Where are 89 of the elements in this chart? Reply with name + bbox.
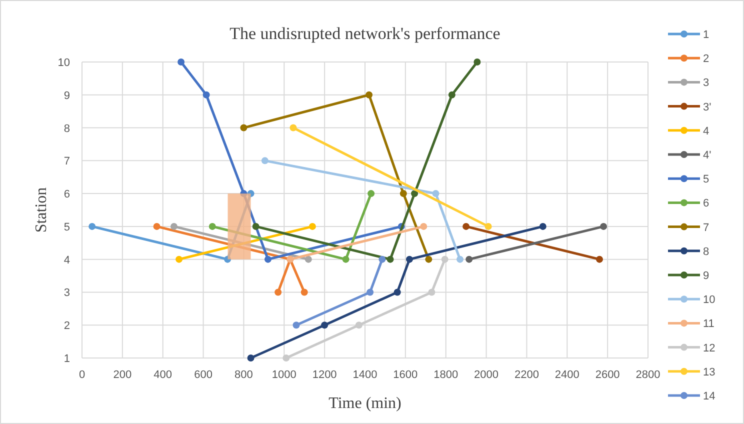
point [596,256,603,263]
point [406,256,413,263]
point [88,222,96,230]
legend-label: 14 [703,390,716,402]
point [300,288,308,296]
x-tick-label: 1600 [393,369,418,381]
point [448,91,456,98]
legend-label: 6 [703,198,710,210]
point [484,222,492,230]
y-tick-label: 10 [58,57,70,69]
point [290,124,297,132]
point [304,256,312,263]
legend-label: 5 [703,174,710,186]
legend-label: 13 [703,366,716,378]
point [539,222,546,230]
point [178,58,185,66]
legend-label: 8 [703,246,710,258]
point [176,256,183,263]
x-tick-label: 800 [234,369,253,381]
x-axis-title: Time (min) [328,395,402,412]
chart-title: The undisrupted network's performance [230,24,500,43]
x-tick-label: 2000 [474,369,499,381]
legend-label: 10 [703,294,716,306]
x-tick-label: 200 [113,369,132,381]
y-tick-label: 4 [64,254,70,266]
point [261,157,268,164]
legend-label: 3 [703,77,710,90]
legend-label: 12 [703,342,716,354]
point [432,190,440,198]
point [202,91,210,98]
x-tick-label: 2600 [595,369,620,381]
x-tick-label: 1200 [312,369,337,381]
point [441,256,448,263]
y-axis-title: Station [33,187,50,233]
x-tick-label: 400 [154,369,172,381]
legend-label: 1 [703,29,710,41]
legend-label: 4 [703,125,710,138]
x-tick-label: 2400 [554,369,580,381]
point [282,354,290,362]
point [264,256,272,263]
y-tick-label: 9 [64,90,70,102]
legend-label: 7 [703,222,710,234]
point [456,256,464,263]
point [394,288,401,296]
point [386,256,394,263]
y-tick-label: 2 [64,320,70,332]
point [274,288,282,296]
legend-label: 11 [703,318,714,330]
point [466,256,473,263]
point [425,256,432,263]
point [252,222,260,230]
legend-label: 3' [703,101,712,114]
y-tick-label: 3 [64,287,70,300]
point [600,222,608,230]
point [462,222,470,230]
legend-label: 9 [703,270,710,282]
point [411,190,418,198]
legend-label: 4' [703,150,712,162]
point [368,190,375,198]
point [240,124,248,132]
x-tick-label: 2200 [514,369,539,381]
legend-label: 2 [703,53,710,66]
y-tick-label: 1 [64,353,70,365]
x-tick-label: 1000 [272,369,296,381]
point [308,222,316,230]
point [342,256,350,263]
point [420,222,428,230]
y-tick-label: 8 [64,122,70,135]
x-tick-label: 1800 [434,369,458,381]
x-tick-label: 2800 [636,369,660,381]
x-tick-label: 1400 [352,369,378,381]
point [428,288,436,296]
y-tick-label: 7 [64,156,70,168]
point [366,288,374,296]
point [153,222,160,230]
x-tick-label: 0 [78,369,86,381]
point [355,322,362,329]
point [321,322,328,329]
y-tick-label: 5 [64,221,70,234]
y-tick-label: 6 [64,188,70,201]
point [378,256,386,263]
point [170,222,178,230]
point [208,222,216,230]
point [400,190,407,198]
point [247,354,254,362]
point [474,58,481,66]
x-tick-label: 600 [194,369,212,381]
point [366,91,373,98]
point [292,322,300,329]
